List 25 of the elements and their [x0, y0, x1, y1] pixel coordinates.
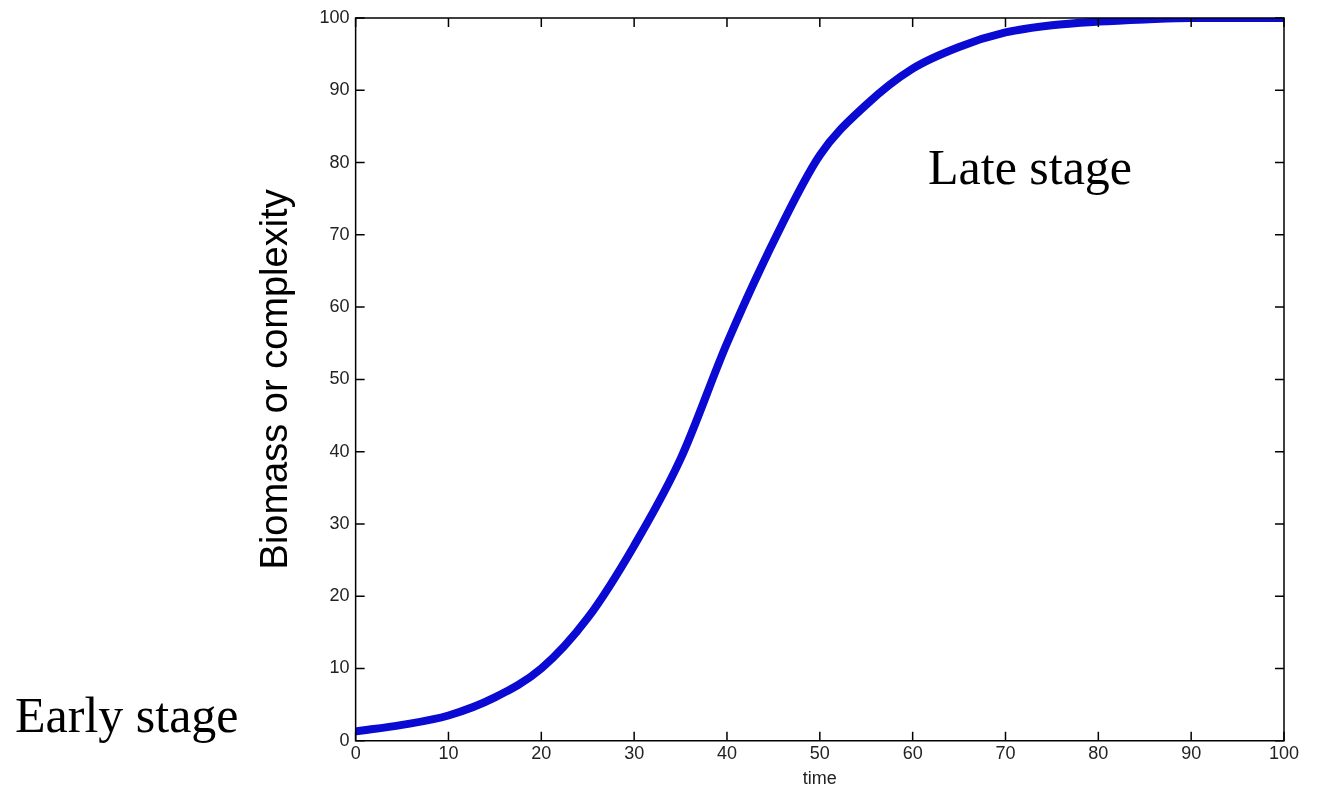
y-tick-label: 100	[319, 6, 350, 27]
x-tick-label: 60	[902, 742, 923, 763]
y-tick-label: 30	[329, 512, 350, 533]
y-tick-label: 60	[329, 296, 350, 317]
y-tick-label: 90	[329, 79, 350, 100]
y-tick-label: 20	[329, 585, 350, 606]
x-tick-label: 40	[716, 742, 737, 763]
y-tick-label: 70	[329, 223, 350, 244]
x-tick-label: 90	[1181, 742, 1202, 763]
x-tick-label: 70	[995, 742, 1016, 763]
x-tick-label: 50	[809, 742, 830, 763]
x-tick-label: 80	[1088, 742, 1109, 763]
x-axis-title: time	[802, 768, 837, 789]
x-tick-label: 10	[438, 742, 459, 763]
x-tick-label: 100	[1268, 742, 1300, 763]
y-tick-label: 50	[329, 368, 350, 389]
y-tick-label: 10	[329, 657, 350, 678]
text: Early stage	[15, 687, 239, 743]
y-tick-label: 80	[329, 151, 350, 172]
annotation: Late stage	[928, 139, 1133, 195]
x-tick-label: 30	[624, 742, 645, 763]
y-tick-label: 0	[339, 729, 350, 750]
y-axis-title: Biomass or complexity	[253, 189, 296, 570]
x-tick-label: 20	[531, 742, 552, 763]
y-tick-label: 40	[329, 440, 350, 461]
